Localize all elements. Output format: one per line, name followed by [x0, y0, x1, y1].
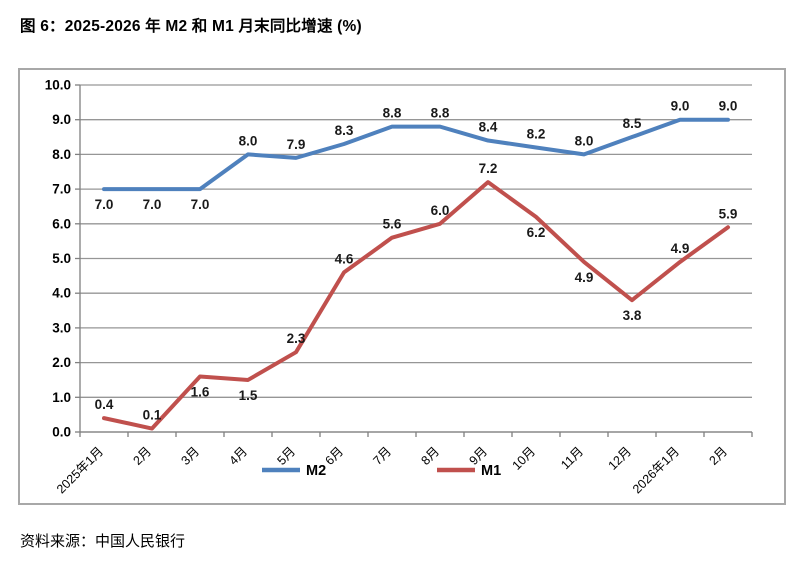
- data-label-m1: 6.0: [431, 203, 450, 218]
- data-label-m2: 8.3: [335, 123, 354, 138]
- x-axis-ticks: [79, 432, 753, 437]
- y-tick-label: 2.0: [52, 355, 71, 370]
- x-tick-label: 5月: [274, 444, 298, 468]
- x-tick-label: 10月: [510, 444, 539, 473]
- x-tick-label: 12月: [606, 444, 635, 473]
- series-m2-line: [102, 117, 730, 192]
- y-tick-label: 9.0: [52, 112, 71, 127]
- data-label-m1: 0.4: [95, 397, 114, 412]
- data-label-m2: 9.0: [671, 99, 690, 114]
- data-label-m2: 8.8: [431, 106, 450, 121]
- data-label-m2: 7.0: [143, 197, 162, 212]
- y-tick-label: 10.0: [45, 78, 71, 93]
- y-tick-label: 7.0: [52, 182, 71, 197]
- data-label-m1: 4.9: [575, 270, 594, 285]
- source-note: 资料来源：中国人民银行: [20, 533, 186, 550]
- y-tick-label: 1.0: [52, 390, 71, 405]
- legend-item-m2: M2: [262, 463, 326, 479]
- y-tick-label: 8.0: [52, 147, 71, 162]
- gridlines-and-y-axis: 0.0 1.0 2.0 3.0 4.0 5.0 6.0 7.0 8.0 9.0 10.0: [45, 78, 752, 440]
- series-m1: [102, 180, 730, 431]
- y-tick-label: 3.0: [52, 320, 71, 335]
- chart-container: 0.0 1.0 2.0 3.0 4.0 5.0 6.0 7.0 8.0 9.0 10.0 2025年1…: [18, 68, 786, 505]
- data-label-m1: 3.8: [623, 308, 642, 323]
- data-label-m2: 9.0: [719, 99, 738, 114]
- x-tick-label: 4月: [226, 444, 250, 468]
- data-label-m2: 7.0: [191, 197, 210, 212]
- data-label-m2: 8.2: [527, 126, 546, 141]
- data-label-m1: 2.3: [287, 331, 306, 346]
- data-label-m1: 1.5: [239, 388, 258, 403]
- chart-title: 图 6：2025-2026 年 M2 和 M1 月末同比增速 (%): [20, 18, 362, 35]
- data-label-m1: 7.2: [479, 161, 498, 176]
- y-tick-label: 5.0: [52, 251, 71, 266]
- data-label-m2: 7.0: [95, 197, 114, 212]
- data-label-m1: 0.1: [143, 408, 162, 423]
- legend: M2 M1: [262, 463, 501, 479]
- x-tick-label: 3月: [178, 444, 202, 468]
- data-labels: 7.0 7.0 7.0 8.0 7.9 8.3 8.8 8.8 8.4 8.2 8.0 8.5 9.0 9…: [95, 99, 738, 423]
- data-label-m1: 5.9: [719, 206, 738, 221]
- legend-label-m1: M1: [481, 463, 501, 479]
- data-label-m2: 8.0: [575, 133, 594, 148]
- data-label-m1: 6.2: [527, 225, 546, 240]
- series-m1-line: [102, 180, 730, 431]
- data-label-m1: 1.6: [191, 384, 210, 399]
- y-tick-label: 4.0: [52, 286, 71, 301]
- x-tick-label: 2月: [130, 444, 154, 468]
- data-label-m2: 7.9: [287, 137, 306, 152]
- data-label-m2: 8.4: [479, 120, 498, 135]
- data-label-m1: 4.6: [335, 251, 354, 266]
- data-label-m1: 4.9: [671, 241, 690, 256]
- data-label-m2: 8.0: [239, 133, 258, 148]
- y-tick-label: 0.0: [52, 425, 71, 440]
- series-m2: [102, 117, 730, 192]
- m2-m1-line-chart: 0.0 1.0 2.0 3.0 4.0 5.0 6.0 7.0 8.0 9.0 10.0 2025年1…: [45, 78, 753, 496]
- data-label-m1: 5.6: [383, 217, 402, 232]
- data-label-m2: 8.5: [623, 116, 642, 131]
- x-tick-label: 2月: [706, 444, 730, 468]
- legend-item-m1: M1: [437, 463, 501, 479]
- x-tick-label: 7月: [370, 444, 394, 468]
- y-tick-label: 6.0: [52, 216, 71, 231]
- legend-label-m2: M2: [306, 463, 326, 479]
- x-tick-label: 8月: [418, 444, 442, 468]
- x-tick-label: 11月: [558, 444, 586, 472]
- x-tick-label: 2025年1月: [54, 444, 106, 496]
- x-tick-label: 2026年1月: [630, 444, 682, 496]
- data-label-m2: 8.8: [383, 106, 402, 121]
